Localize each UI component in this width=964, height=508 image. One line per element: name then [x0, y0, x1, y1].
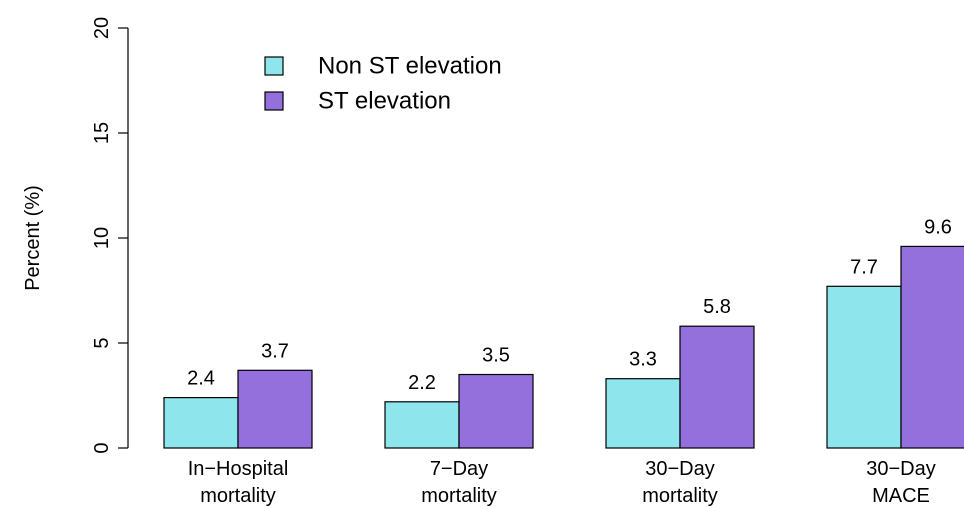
- category-label: mortality: [421, 485, 497, 507]
- y-tick-label: 20: [91, 17, 113, 39]
- y-tick-label: 15: [91, 122, 113, 144]
- legend: Non ST elevation ST elevation: [264, 53, 502, 115]
- y-axis: 0 5 10 15 20: [91, 17, 129, 454]
- data-label: 7.7: [850, 256, 878, 278]
- data-label: 3.3: [629, 349, 657, 371]
- bar: [163, 397, 239, 449]
- y-tick-label: 5: [91, 337, 113, 348]
- category-label: mortality: [200, 485, 276, 507]
- data-label: 2.2: [408, 372, 436, 394]
- bar: [384, 401, 460, 449]
- legend-swatch: [264, 56, 284, 76]
- bar: [458, 373, 534, 449]
- category-label: mortality: [642, 485, 718, 507]
- bar: [605, 378, 681, 449]
- category-label: In−Hospital: [188, 458, 289, 480]
- bars: [163, 245, 964, 449]
- bar: [826, 285, 902, 449]
- value-labels: 2.4 3.7 2.2 3.5 3.3 5.8 7.7 9.6: [187, 216, 952, 393]
- category-label: MACE: [872, 485, 930, 507]
- bar: [237, 369, 313, 449]
- category-label: 30−Day: [645, 458, 715, 480]
- data-label: 3.7: [261, 340, 289, 362]
- legend-label: Non ST elevation: [318, 53, 502, 80]
- legend-label: ST elevation: [318, 88, 451, 115]
- y-axis-title: Percent (%): [22, 185, 44, 291]
- category-labels: In−Hospital mortality 7−Day mortality 30−Day…: [188, 458, 936, 507]
- data-label: 2.4: [187, 368, 215, 390]
- category-label: 7−Day: [430, 458, 488, 480]
- y-tick-label: 10: [91, 227, 113, 249]
- bar: [900, 245, 964, 449]
- y-tick-label: 0: [91, 442, 113, 453]
- legend-swatch: [264, 91, 284, 111]
- bar: [679, 325, 755, 449]
- category-label: 30−Day: [866, 458, 936, 480]
- data-label: 9.6: [924, 216, 952, 238]
- data-label: 5.8: [703, 296, 731, 318]
- data-label: 3.5: [482, 345, 510, 367]
